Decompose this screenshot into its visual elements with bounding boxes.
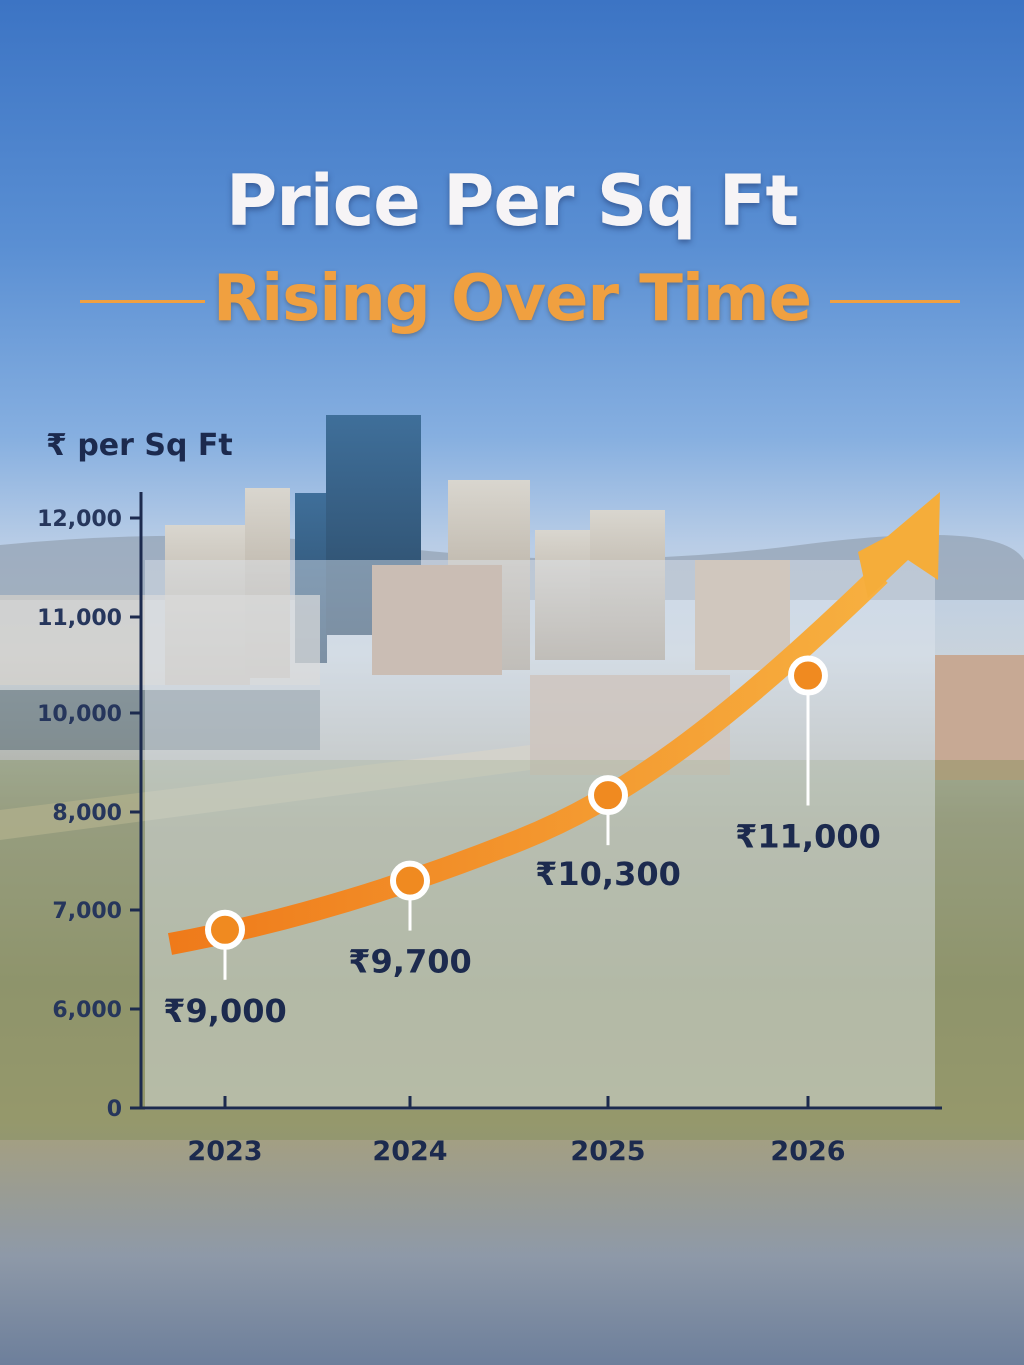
data-label: ₹9,700 xyxy=(348,943,471,981)
data-point xyxy=(205,909,245,950)
data-label: ₹10,300 xyxy=(535,855,681,893)
y-tick-label: 0 xyxy=(107,1097,122,1122)
y-tick-label: 7,000 xyxy=(52,899,122,924)
data-label: ₹9,000 xyxy=(163,992,286,1030)
trend-arrow-line xyxy=(168,567,888,955)
title-rule-right xyxy=(830,300,960,303)
data-point xyxy=(588,775,628,816)
y-tick-label: 6,000 xyxy=(52,998,122,1023)
data-point xyxy=(788,655,828,696)
y-tick-label: 8,000 xyxy=(52,801,122,826)
trend-arrow-head xyxy=(858,492,940,598)
x-tick-label: 2023 xyxy=(187,1136,262,1167)
y-tick-label: 11,000 xyxy=(37,606,122,631)
y-axis-label: ₹ per Sq Ft xyxy=(46,428,233,463)
data-point xyxy=(390,860,430,901)
x-tick-label: 2024 xyxy=(372,1136,447,1167)
title-rule-left xyxy=(80,300,205,303)
subtitle: Rising Over Time xyxy=(213,262,812,336)
y-tick-label: 10,000 xyxy=(37,702,122,727)
title: Price Per Sq Ft xyxy=(225,160,799,242)
x-tick-label: 2026 xyxy=(770,1136,845,1167)
y-tick-label: 12,000 xyxy=(37,507,122,532)
data-label: ₹11,000 xyxy=(735,818,881,856)
x-tick-label: 2025 xyxy=(570,1136,645,1167)
